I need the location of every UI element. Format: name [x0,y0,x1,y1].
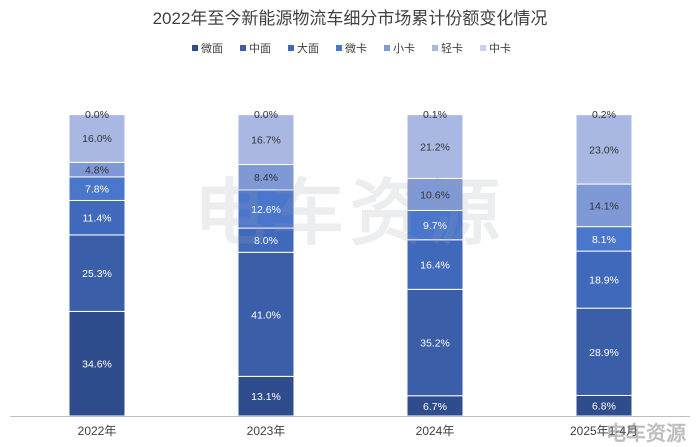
data-label-0-3: 7.8% [85,184,109,196]
data-label-0-5: 16.0% [82,133,112,145]
bar-segment-3-5 [575,114,633,185]
data-label-3-2: 18.9% [589,275,619,287]
bar-segment-1-1 [237,251,295,377]
data-label-1-3: 12.6% [251,204,281,216]
bars: 34.6% 25.3% 11.4% 7.8% 4.8% 16.0% 0.0% 13.1% 41.… [68,109,633,417]
legend-swatch-4 [384,45,390,51]
legend-label-3: 微卡 [345,41,367,55]
data-label-3-4: 14.1% [589,200,619,212]
bar-segment-1-2 [237,227,295,253]
data-label-3-5: 23.0% [589,144,619,156]
bar-segment-3-2 [575,250,633,309]
category-label-3: 2025年1-4月 [570,424,638,438]
legend-label-0: 微面 [201,41,223,55]
watermark: 电车资源 [194,174,506,254]
data-label-1-4: 8.4% [254,172,278,184]
data-label-1-1: 41.0% [251,309,281,321]
legend-swatch-0 [192,45,198,51]
legend-label-6: 中卡 [489,42,511,55]
bar-segment-0-0 [68,310,126,417]
legend-swatch-1 [240,45,246,51]
bar-segment-2-6 [406,113,464,116]
data-label-1-2: 8.0% [254,235,278,247]
data-label-0-6: 0.0% [85,109,109,121]
bar-segment-1-6 [237,113,295,116]
data-label-2-6: 0.1% [423,109,447,121]
corner-watermark: 电车资源 [606,421,686,445]
legend-swatch-6 [480,45,486,51]
bar-segment-1-5 [237,113,295,166]
data-label-3-3: 8.1% [592,234,616,246]
data-label-0-2: 11.4% [83,213,112,225]
bar-segment-3-4 [575,183,633,228]
bar-segment-3-1 [575,307,633,396]
legend: 微面 中面 大面 微卡 小卡 轻卡 中卡 [192,41,511,55]
data-label-3-1: 28.9% [589,347,619,359]
data-label-1-0: 13.1% [251,391,281,403]
legend-swatch-3 [336,45,342,51]
legend-label-4: 小卡 [393,42,415,55]
data-label-0-0: 34.6% [82,359,112,371]
data-label-3-0: 6.8% [592,401,616,413]
data-label-0-4: 4.8% [85,165,109,177]
bar-segment-2-1 [406,288,464,397]
bar-segment-2-5 [406,113,464,179]
data-label-2-1: 35.2% [420,338,450,350]
data-label-0-1: 25.3% [82,268,112,280]
category-labels: 2022年 2023年 2024年 2025年1-4月 [78,424,638,438]
bar-segment-3-6 [575,113,633,116]
legend-label-5: 轻卡 [441,41,463,55]
category-label-1: 2023年 [247,424,286,438]
bar-segment-2-2 [406,239,464,290]
bar-segment-0-6 [68,113,126,116]
legend-swatch-5 [432,45,438,51]
category-label-0: 2022年 [78,424,117,438]
data-label-3-6: 0.2% [592,109,616,121]
data-label-1-6: 0.0% [254,109,278,121]
data-label-2-5: 21.2% [420,141,450,153]
legend-label-1: 中面 [249,42,271,55]
data-label-2-2: 16.4% [420,260,450,272]
category-label-2: 2024年 [416,424,455,438]
chart-title: 2022年至今新能源物流车细分市场累计份额变化情况 [153,9,548,28]
legend-swatch-2 [288,45,294,51]
legend-label-2: 大面 [297,41,319,55]
bar-segment-2-3 [406,209,464,241]
data-label-2-3: 9.7% [423,220,447,232]
data-label-2-0: 6.7% [423,401,447,413]
bar-segment-0-1 [68,234,126,312]
bar-segment-1-3 [237,189,295,229]
data-label-2-4: 10.6% [420,189,450,201]
data-label-1-5: 16.7% [251,134,281,146]
